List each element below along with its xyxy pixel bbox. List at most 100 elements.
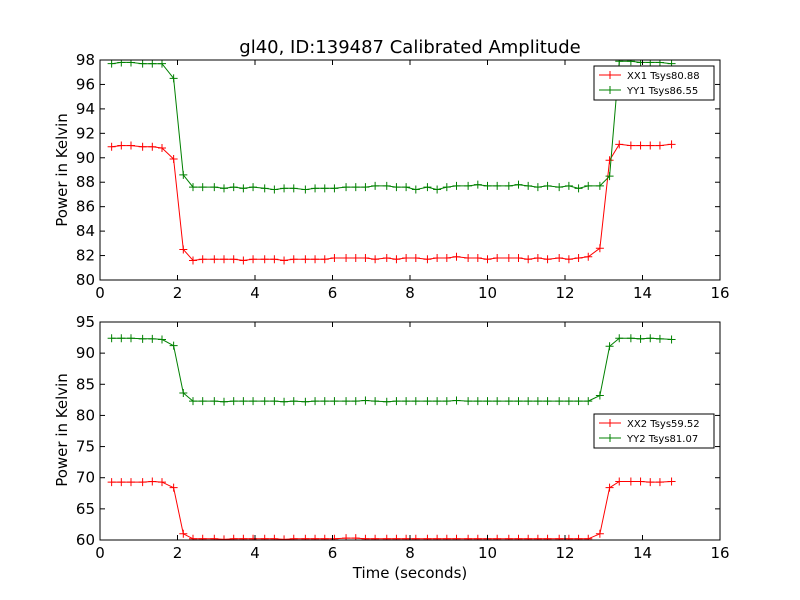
data-point [117,60,126,67]
data-point [301,534,310,540]
data-point [473,534,482,540]
data-point [371,397,380,406]
data-point [504,254,513,262]
data-point [169,483,178,492]
data-point [260,534,269,540]
data-point [411,254,420,262]
data-point [138,334,147,343]
data-point [636,141,645,150]
data-point [158,478,166,487]
data-point [179,529,188,538]
data-point [402,534,411,540]
data-point [311,184,320,193]
data-point [127,334,135,343]
x-tick-label: 0 [95,284,105,302]
data-point [179,170,188,179]
data-point [411,185,420,194]
data-point [615,140,624,149]
x-tick-label: 2 [173,544,183,562]
data-point [342,254,351,262]
data-point [320,397,329,406]
data-point [392,183,401,192]
data-point [402,254,411,262]
x-tick-label: 0 [95,544,105,562]
data-point [127,60,135,67]
y-tick-label: 96 [76,75,95,93]
data-point [220,184,228,193]
legend-marker [606,419,614,427]
data-point [605,483,614,492]
data-point [667,477,676,486]
top-chart: gl40, ID:139487 Calibrated Amplitude Pow… [53,37,730,302]
data-point [464,534,473,540]
x-tick-label: 6 [328,284,338,302]
x-tick-label: 8 [405,284,415,302]
data-point [330,534,339,540]
data-point [382,534,391,540]
data-point [605,156,614,165]
data-point [371,255,380,264]
plot-frame [99,59,721,281]
data-point [433,397,442,406]
data-point [442,397,451,406]
data-point [280,535,289,540]
data-point [615,334,624,343]
y-tick-label: 75 [76,438,95,456]
data-point [423,534,432,540]
data-point [433,254,442,262]
data-point [493,254,502,262]
data-point [646,141,655,150]
chart-title: gl40, ID:139487 Calibrated Amplitude [239,37,580,58]
data-point [574,397,583,406]
data-point [198,255,207,264]
data-point [392,397,401,406]
data-point [158,335,166,344]
y-tick-label: 85 [76,375,95,393]
legend-label: XX2 Tsys59.52 [627,419,700,430]
data-point [239,534,248,540]
data-point [169,341,178,350]
data-point [229,534,238,540]
data-point [433,534,442,540]
data-point [210,534,219,540]
data-point [289,255,298,264]
data-point [229,183,238,192]
data-point [636,334,645,343]
data-point [615,60,624,66]
data-point [320,534,329,540]
data-point [107,334,116,343]
data-point [452,252,461,261]
x-tick-label: 2 [173,284,183,302]
data-point [493,534,502,540]
data-point [423,397,432,406]
data-point [655,141,664,150]
y-tick-label: 88 [76,173,95,191]
data-point [311,534,320,540]
data-point [117,334,126,343]
data-point [301,185,310,194]
y-tick-label: 90 [76,149,95,167]
data-point [229,255,238,264]
data-point [179,389,188,398]
legend-marker [606,86,614,94]
data-point [543,397,552,406]
series-layer [107,334,676,540]
data-point [127,141,135,150]
x-tick-label: 10 [478,284,497,302]
data-point [148,60,157,68]
tick-layer: 0 2 4 6 8 10 12 14 16 60 65 70 75 80 85 90 95 [76,313,730,562]
data-point [229,397,238,406]
data-point [117,141,126,150]
y-tick-label: 65 [76,500,95,518]
data-point [626,477,635,486]
data-point [158,60,166,68]
data-point [289,397,298,406]
data-point [555,534,564,540]
series-layer [107,60,676,265]
data-point [210,255,219,264]
data-point [270,534,279,540]
legend-box [593,413,715,449]
data-point [533,254,542,262]
data-point [564,397,573,406]
legend: XX2 Tsys59.52 YY2 Tsys81.07 [593,413,715,449]
